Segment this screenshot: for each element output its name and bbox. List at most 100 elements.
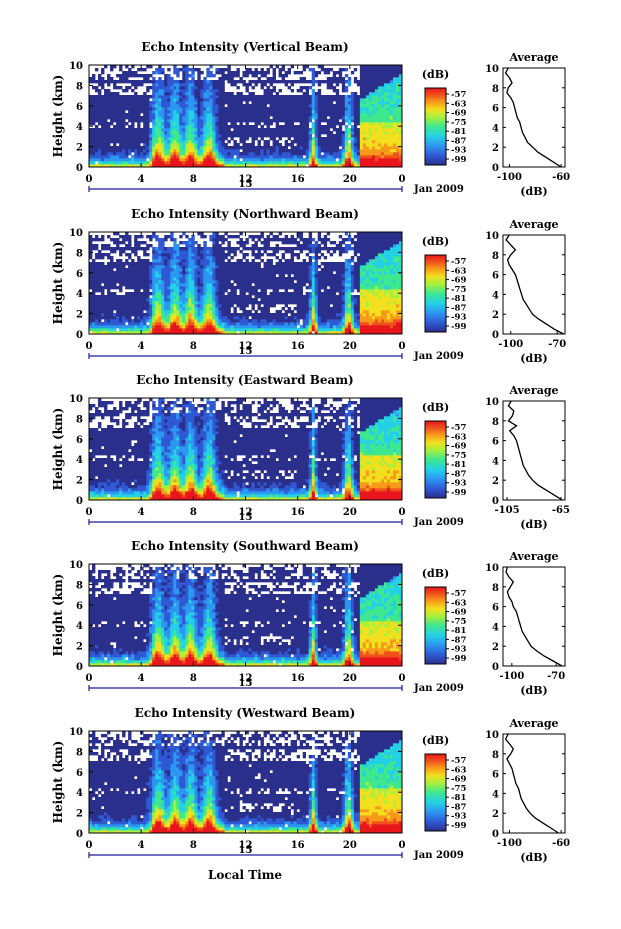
heatmap-cell — [200, 307, 204, 311]
heatmap-cell — [137, 286, 141, 290]
heatmap-cell — [218, 131, 222, 135]
heatmap-cell — [155, 83, 159, 87]
heatmap-cell — [176, 95, 180, 99]
heatmap-cell — [377, 131, 382, 135]
heatmap-cell — [284, 158, 288, 162]
heatmap-cell — [383, 113, 388, 117]
heatmap-cell — [197, 83, 201, 87]
heatmap-cell — [242, 286, 246, 290]
heatmap-cell — [374, 110, 379, 114]
heatmap-cell — [254, 164, 258, 168]
heatmap-cell — [269, 92, 273, 96]
heatmap-cell — [152, 116, 156, 120]
heatmap-cell — [389, 65, 394, 69]
heatmap-cell — [170, 92, 174, 96]
heatmap-cell — [326, 119, 331, 123]
heatmap-cell — [329, 140, 334, 144]
heatmap-cell — [131, 295, 135, 299]
heatmap-cell — [137, 328, 141, 332]
heatmap-cell — [242, 301, 246, 305]
heatmap-cell — [281, 77, 285, 81]
heatmap-cell — [89, 122, 93, 126]
heatmap-cell — [137, 134, 141, 138]
heatmap-cell — [233, 253, 237, 257]
heatmap-cell — [371, 113, 376, 117]
heatmap-cell — [359, 110, 364, 114]
heatmap-cell — [92, 247, 96, 251]
heatmap-cell — [170, 80, 174, 84]
heatmap-cell — [137, 331, 141, 335]
heatmap-cell — [230, 95, 234, 99]
heatmap-cell — [125, 331, 129, 335]
heatmap-cell — [197, 113, 201, 117]
heatmap-cell — [89, 265, 93, 269]
heatmap-cell — [164, 101, 168, 105]
heatmap-cell — [119, 319, 123, 323]
heatmap-cell — [167, 310, 171, 314]
heatmap-cell — [305, 119, 310, 123]
heatmap-cell — [305, 161, 310, 165]
heatmap-cell — [113, 238, 117, 242]
heatmap-cell — [152, 101, 156, 105]
heatmap-cell — [194, 241, 198, 245]
heatmap-cell — [140, 161, 144, 165]
heatmap-cell — [308, 158, 313, 162]
heatmap-cell — [125, 295, 129, 299]
heatmap-cell — [305, 152, 310, 156]
heatmap-cell — [137, 283, 141, 287]
heatmap-cell — [263, 101, 267, 105]
heatmap-cell — [209, 140, 213, 144]
heatmap-cell — [92, 158, 96, 162]
heatmap-cell — [263, 92, 267, 96]
heatmap-cell — [221, 289, 225, 293]
heatmap-cell — [158, 119, 162, 123]
heatmap-cell — [146, 101, 150, 105]
heatmap-cell — [122, 77, 126, 81]
heatmap-cell — [173, 283, 177, 287]
heatmap-cell — [227, 322, 231, 326]
heatmap-cell — [110, 146, 114, 150]
heatmap-cell — [320, 125, 325, 129]
heatmap-cell — [218, 95, 222, 99]
heatmap-cell — [131, 116, 135, 120]
heatmap-cell — [149, 113, 153, 117]
heatmap-cell — [281, 286, 285, 290]
heatmap-cell — [365, 107, 370, 111]
heatmap-cell — [101, 86, 105, 90]
heatmap-cell — [173, 313, 177, 317]
heatmap-cell — [272, 268, 276, 272]
heatmap-cell — [143, 80, 147, 84]
heatmap-cell — [170, 277, 174, 281]
heatmap-cell — [200, 235, 204, 239]
heatmap-cell — [371, 152, 376, 156]
heatmap-cell — [191, 104, 195, 108]
heatmap-cell — [203, 244, 207, 248]
y-tick-label: 8 — [76, 81, 83, 92]
heatmap-cell — [176, 283, 180, 287]
heatmap-cell — [191, 140, 195, 144]
heatmap-cell — [308, 164, 313, 168]
heatmap-cell — [227, 101, 231, 105]
heatmap-cell — [173, 268, 177, 272]
heatmap-cell — [116, 247, 120, 251]
heatmap-cell — [368, 65, 373, 69]
heatmap-cell — [383, 137, 388, 141]
heatmap-cell — [266, 301, 270, 305]
heatmap-cell — [158, 89, 162, 93]
heatmap-cell — [98, 140, 102, 144]
heatmap-cell — [119, 65, 123, 69]
heatmap-cell — [257, 253, 261, 257]
heatmap-cell — [311, 155, 316, 159]
heatmap-cell — [179, 131, 183, 135]
heatmap-cell — [92, 274, 96, 278]
heatmap-cell — [269, 161, 273, 165]
heatmap-cell — [143, 128, 147, 132]
heatmap-cell — [158, 250, 162, 254]
heatmap-cell — [140, 152, 144, 156]
heatmap-cell — [98, 137, 102, 141]
heatmap-cell — [89, 128, 93, 132]
heatmap-cell — [362, 155, 367, 159]
heatmap-cell — [149, 152, 153, 156]
heatmap-cell — [287, 86, 291, 90]
heatmap-cell — [101, 289, 105, 293]
